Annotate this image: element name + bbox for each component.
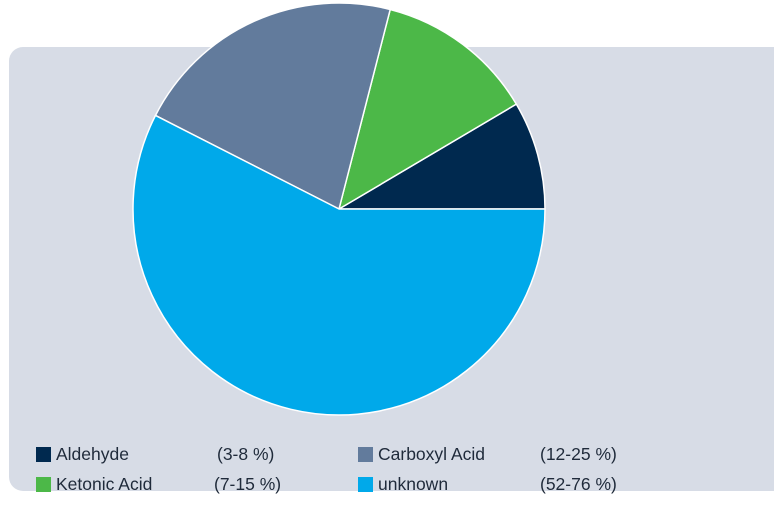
- legend-label-carboxyl-acid: Carboxyl Acid: [378, 444, 485, 464]
- legend-range-ketonic-acid: (7-15 %): [214, 474, 282, 494]
- pie-slice-unknown: [132, 114, 546, 416]
- legend-item-ketonic-acid: Ketonic Acid: [36, 474, 152, 495]
- legend-range-carboxyl-acid: (12-25 %): [540, 444, 617, 464]
- pie-slice-carboxyl-acid: [154, 2, 391, 210]
- legend-range-unknown: (52-76 %): [540, 474, 617, 494]
- legend-range-aldehyde: (3-8 %): [217, 444, 275, 464]
- legend-swatch-aldehyde: [36, 447, 51, 462]
- pie-slice-aldehyde: [338, 103, 546, 210]
- legend-swatch-unknown: [358, 477, 373, 492]
- pie-slice-ketonic-acid: [338, 8, 518, 210]
- legend-label-unknown: unknown: [378, 474, 449, 494]
- legend-swatch-ketonic-acid: [36, 477, 51, 492]
- legend-swatch-carboxyl-acid: [358, 447, 373, 462]
- legend-label-ketonic-acid: Ketonic Acid: [56, 474, 153, 494]
- legend-item-carboxyl-acid: Carboxyl Acid: [358, 444, 485, 465]
- legend-item-aldehyde: Aldehyde: [36, 444, 129, 465]
- legend-item-unknown: unknown: [358, 474, 448, 495]
- legend-label-aldehyde: Aldehyde: [56, 444, 129, 464]
